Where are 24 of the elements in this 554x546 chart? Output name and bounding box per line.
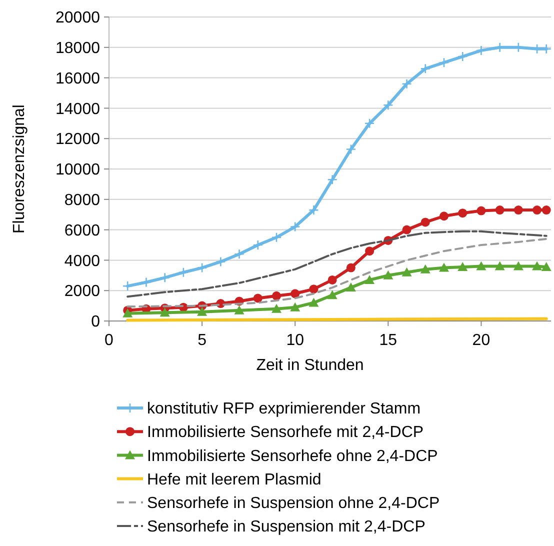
y-tick-label: 0 (91, 314, 100, 331)
x-tick-label: 20 (472, 332, 490, 349)
y-tick-label: 4000 (64, 252, 100, 270)
y-tick-label: 2000 (64, 283, 100, 300)
x-tick-label: 0 (104, 332, 114, 349)
legend-label: Sensorhefe in Suspension ohne 2,4-DCP (147, 495, 440, 512)
y-tick-label: 12000 (56, 131, 100, 148)
x-tick-label: 15 (379, 332, 398, 349)
legend-label: Hefe mit leerem Plasmid (147, 471, 322, 488)
y-tick-label: 16000 (56, 70, 100, 88)
legend-label: konstitutiv RFP exprimierender Stamm (147, 400, 421, 418)
y-tick-label: 8000 (64, 192, 100, 209)
y-tick-label: 20000 (56, 10, 100, 27)
y-tick-label: 6000 (64, 222, 100, 240)
y-tick-label: 10000 (56, 162, 100, 179)
legend-label: Sensorhefe in Suspension mit 2,4-DCP (147, 518, 426, 536)
x-tick-label: 10 (286, 332, 304, 349)
legend-label: Immobilisierte Sensorhefe mit 2,4-DCP (147, 424, 424, 442)
y-tick-label: 14000 (56, 100, 100, 118)
x-axis-title: Zeit in Stunden (256, 357, 364, 374)
x-tick-label: 5 (198, 332, 207, 349)
y-tick-label: 18000 (56, 40, 100, 57)
y-axis-title: Fluoreszenzsignal (11, 104, 28, 234)
legend-label: Immobilisierte Sensorhefe ohne 2,4-DCP (147, 448, 438, 465)
